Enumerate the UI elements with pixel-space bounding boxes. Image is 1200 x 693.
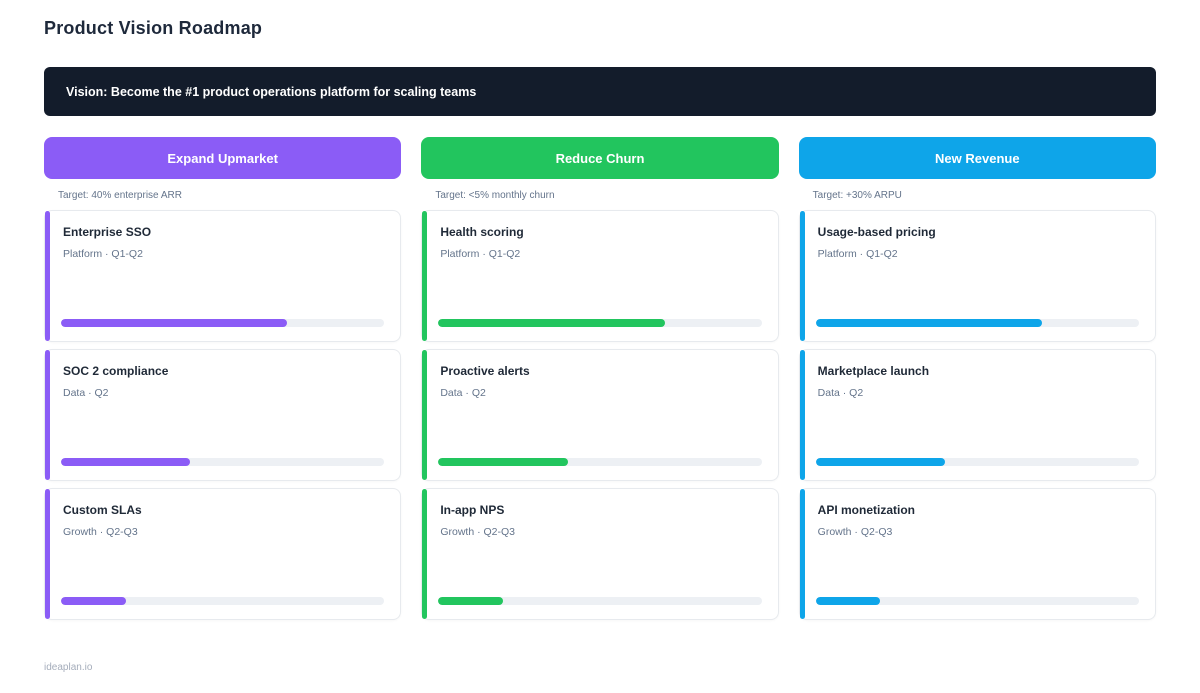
column-target: Target: 40% enterprise ARR: [58, 190, 182, 201]
card-meta: Platform · Q1-Q2: [63, 248, 143, 260]
progress-fill: [815, 458, 945, 466]
card-meta: Growth · Q2-Q3: [817, 526, 893, 538]
card-meta: Platform · Q1-Q2: [440, 248, 521, 260]
card-list: Usage-based pricing Platform · Q1-Q2 Mar…: [798, 210, 1156, 620]
progress-fill: [61, 319, 288, 327]
column-target: Target: +30% ARPU: [812, 190, 902, 201]
progress-bar: [815, 458, 1139, 466]
card-title: Proactive alerts: [440, 364, 530, 378]
vision-banner-text: Vision: Become the #1 product operations…: [66, 84, 477, 99]
progress-bar: [61, 319, 385, 327]
card-accent-bar: [799, 350, 805, 480]
roadmap-column-new-revenue: New Revenue Target: +30% ARPU Usage-base…: [798, 137, 1156, 627]
card-accent-bar: [799, 489, 805, 619]
progress-fill: [438, 458, 568, 466]
roadmap-card-custom-slas[interactable]: Custom SLAs Growth · Q2-Q3: [44, 488, 402, 620]
card-meta: Growth · Q2-Q3: [63, 526, 138, 538]
vision-banner: Vision: Become the #1 product operations…: [44, 67, 1156, 116]
progress-fill: [815, 319, 1042, 327]
column-target: Target: <5% monthly churn: [435, 190, 555, 201]
roadmap-card-in-app-nps[interactable]: In-app NPS Growth · Q2-Q3: [421, 488, 779, 620]
progress-bar: [815, 597, 1139, 605]
progress-fill: [438, 319, 665, 327]
card-meta: Data · Q2: [817, 387, 864, 399]
card-title: In-app NPS: [440, 503, 505, 517]
progress-bar: [438, 458, 762, 466]
card-accent-bar: [422, 489, 428, 619]
card-meta: Data · Q2: [440, 387, 486, 399]
roadmap-board: Expand Upmarket Target: 40% enterprise A…: [44, 137, 1156, 627]
card-title: Custom SLAs: [63, 503, 142, 517]
roadmap-card-marketplace-launch[interactable]: Marketplace launch Data · Q2: [798, 349, 1156, 481]
card-title: Enterprise SSO: [63, 225, 152, 239]
card-accent-bar: [422, 350, 428, 480]
roadmap-column-reduce-churn: Reduce Churn Target: <5% monthly churn H…: [421, 137, 779, 627]
card-title: Marketplace launch: [817, 364, 930, 378]
card-title: Health scoring: [440, 225, 524, 239]
roadmap-card-proactive-alerts[interactable]: Proactive alerts Data · Q2: [421, 349, 779, 481]
progress-bar: [438, 597, 762, 605]
progress-bar: [438, 319, 762, 327]
column-header-new-revenue[interactable]: New Revenue: [798, 137, 1156, 179]
column-header-expand-upmarket[interactable]: Expand Upmarket: [44, 137, 402, 179]
card-accent-bar: [45, 350, 50, 480]
card-list: Enterprise SSO Platform · Q1-Q2 SOC 2 co…: [44, 210, 402, 620]
progress-bar: [815, 319, 1139, 327]
column-header-reduce-churn[interactable]: Reduce Churn: [421, 137, 779, 179]
card-accent-bar: [45, 211, 50, 341]
progress-fill: [61, 597, 126, 605]
card-meta: Data · Q2: [63, 387, 109, 399]
card-meta: Growth · Q2-Q3: [440, 526, 516, 538]
card-accent-bar: [422, 211, 428, 341]
card-title: SOC 2 compliance: [63, 364, 169, 378]
card-title: Usage-based pricing: [817, 225, 936, 239]
roadmap-card-usage-based-pricing[interactable]: Usage-based pricing Platform · Q1-Q2: [798, 210, 1156, 342]
roadmap-card-enterprise-sso[interactable]: Enterprise SSO Platform · Q1-Q2: [44, 210, 402, 342]
roadmap-card-soc2-compliance[interactable]: SOC 2 compliance Data · Q2: [44, 349, 402, 481]
footer-brand: ideaplan.io: [44, 662, 93, 673]
page-title: Product Vision Roadmap: [44, 18, 263, 38]
progress-fill: [815, 597, 881, 605]
card-title: API monetization: [817, 503, 915, 517]
progress-fill: [438, 597, 503, 605]
progress-bar: [61, 597, 385, 605]
card-accent-bar: [799, 211, 805, 341]
roadmap-card-api-monetization[interactable]: API monetization Growth · Q2-Q3: [798, 488, 1156, 620]
progress-fill: [61, 458, 191, 466]
card-meta: Platform · Q1-Q2: [817, 248, 898, 260]
card-list: Health scoring Platform · Q1-Q2 Proactiv…: [421, 210, 779, 620]
roadmap-card-health-scoring[interactable]: Health scoring Platform · Q1-Q2: [421, 210, 779, 342]
card-accent-bar: [45, 489, 50, 619]
progress-bar: [61, 458, 385, 466]
roadmap-column-expand-upmarket: Expand Upmarket Target: 40% enterprise A…: [44, 137, 402, 627]
roadmap-page: Product Vision Roadmap Vision: Become th…: [0, 18, 1200, 627]
